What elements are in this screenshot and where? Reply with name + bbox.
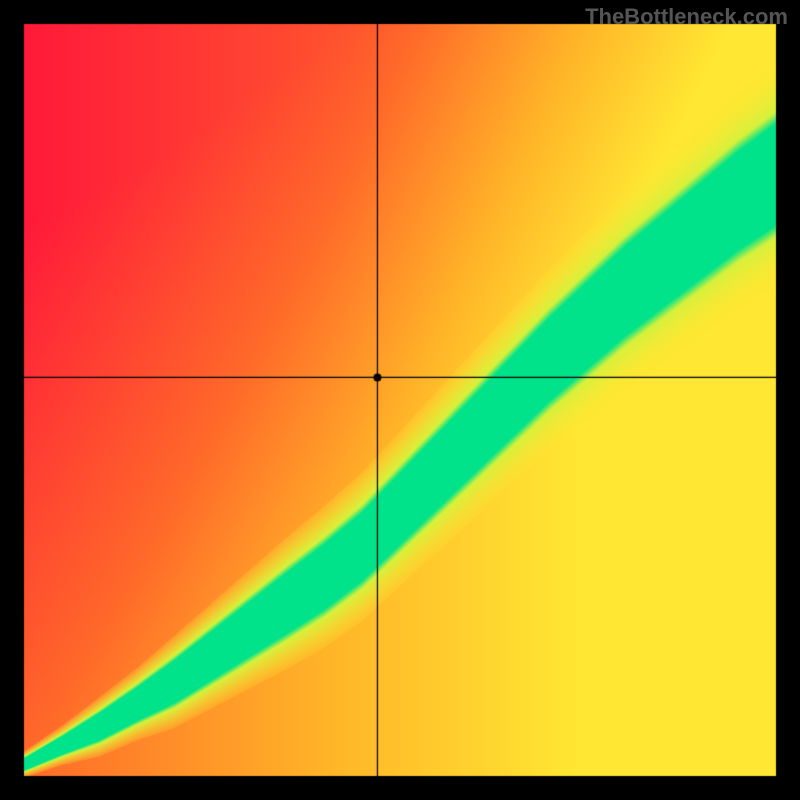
watermark-text: TheBottleneck.com: [585, 4, 788, 30]
chart-container: TheBottleneck.com: [0, 0, 800, 800]
heatmap-canvas: [0, 0, 800, 800]
